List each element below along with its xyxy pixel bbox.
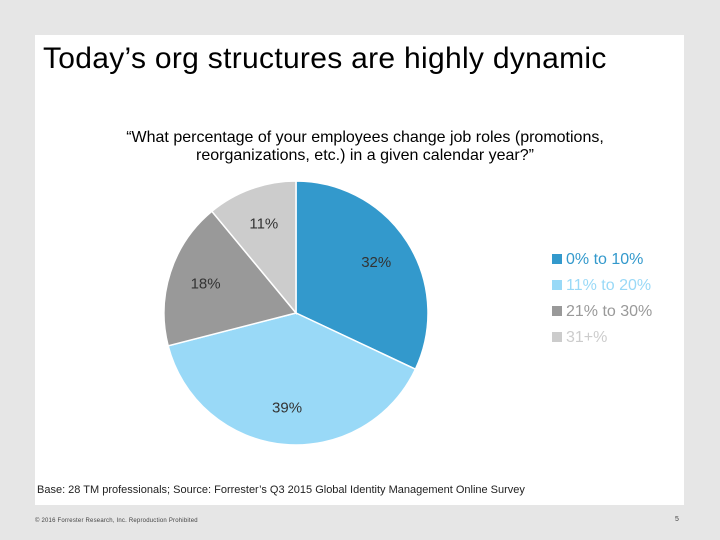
pie-slice-3	[163, 210, 298, 347]
legend-swatch-3	[552, 306, 562, 316]
survey-question: “What percentage of your employees chang…	[126, 129, 604, 164]
pie-slice-label-4: 11%	[249, 216, 278, 233]
copyright-footer: © 2016 Forrester Research, Inc. Reproduc…	[35, 518, 198, 524]
legend-label-2: 11% to 20%	[566, 277, 651, 294]
chart-legend: 0% to 10% 11% to 20% 21% to 30% 31+%	[552, 251, 652, 346]
pie-slice-labels: 32% 39% 18% 11%	[191, 216, 392, 417]
legend-label-4: 31+%	[566, 329, 607, 346]
legend-swatch-4	[552, 332, 562, 342]
pie-chart: 32% 39% 18% 11% 0% to 10% 11% to 20% 21% to 3…	[163, 180, 652, 446]
pie-slice-1	[295, 180, 429, 371]
slide: Today’s org structures are highly dynami…	[35, 35, 684, 505]
pie-slice-2	[167, 312, 417, 446]
legend-label-3: 21% to 30%	[566, 303, 652, 320]
page-number: 5	[675, 516, 679, 523]
legend-label-1: 0% to 10%	[566, 251, 643, 268]
pie-slice-4	[210, 180, 297, 316]
legend-swatch-1	[552, 254, 562, 264]
pie-slices	[163, 180, 429, 446]
pie-slice-label-2: 39%	[272, 400, 302, 417]
legend-swatch-2	[552, 280, 562, 290]
pie-slice-label-3: 18%	[191, 276, 221, 293]
slide-title: Today’s org structures are highly dynami…	[43, 42, 607, 75]
pie-slice-label-1: 32%	[361, 254, 391, 271]
base-source-note: Base: 28 TM professionals; Source: Forre…	[37, 484, 525, 496]
